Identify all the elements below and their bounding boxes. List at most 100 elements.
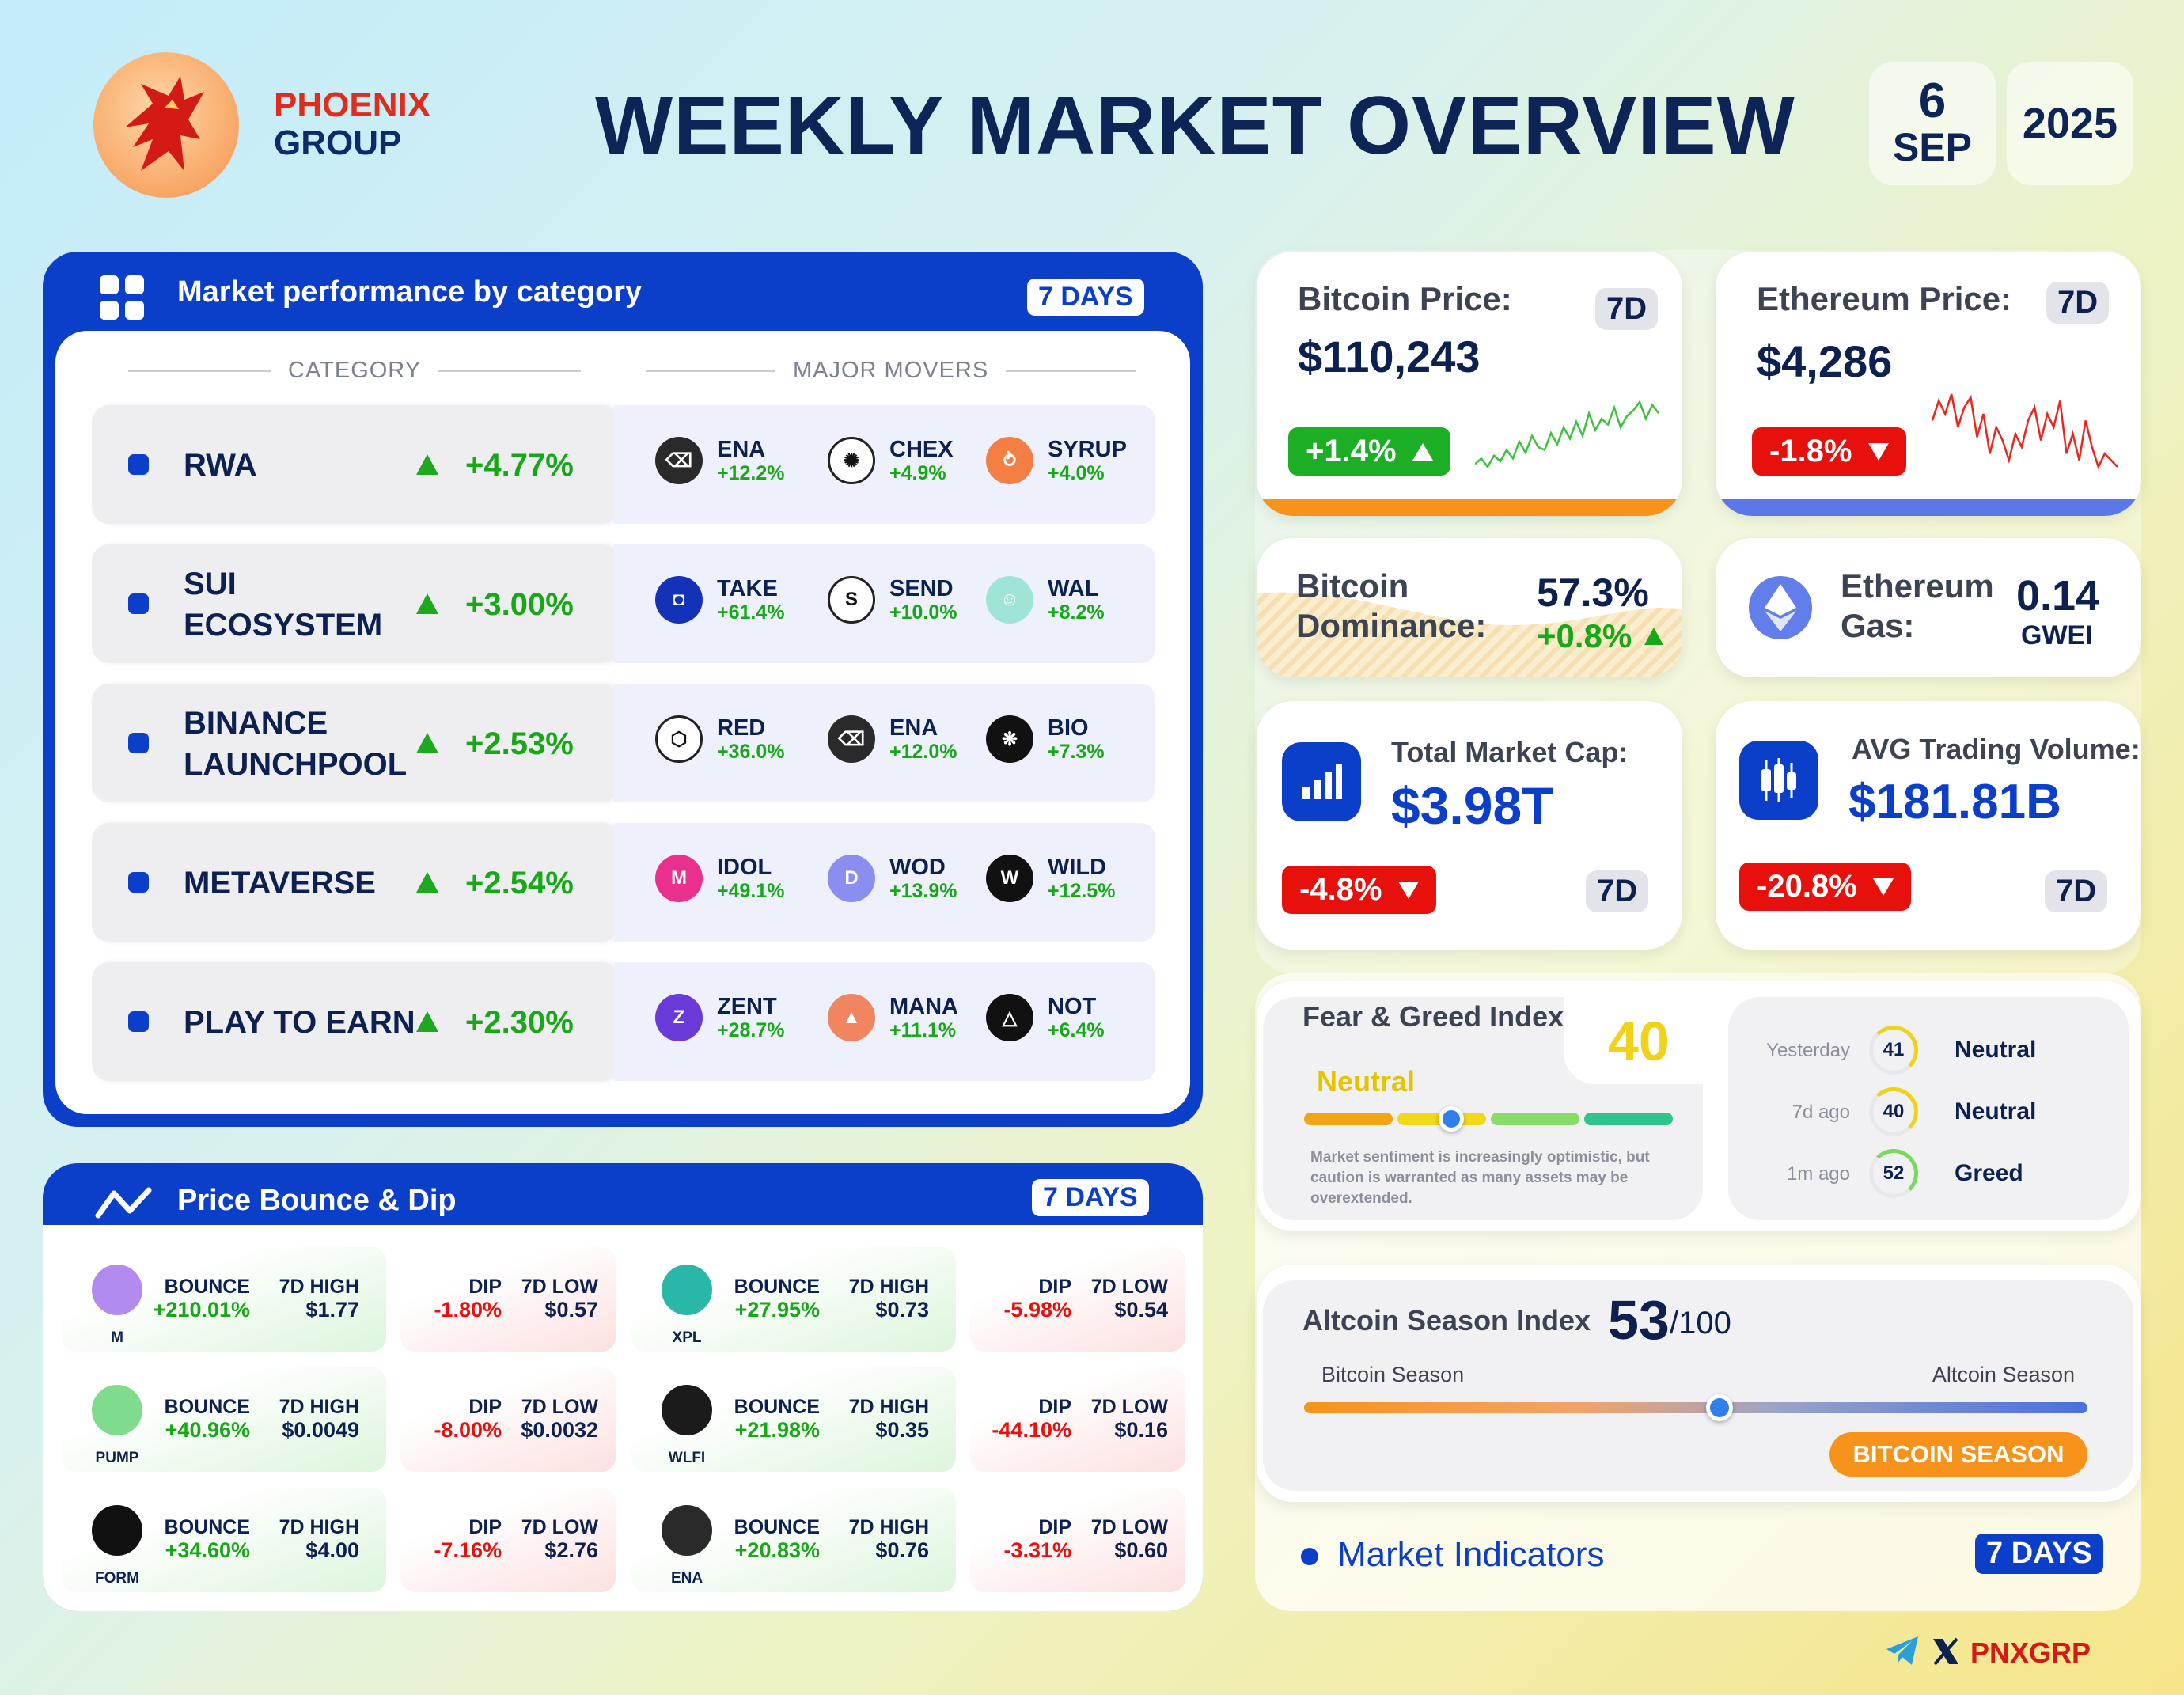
mover-item[interactable]: ✺ CHEX +4.9%	[828, 437, 954, 484]
mover-item[interactable]: ⥁ SYRUP +4.0%	[986, 437, 1127, 484]
mover-item[interactable]: △ NOT +6.4%	[986, 994, 1105, 1041]
up-arrow-icon	[416, 593, 438, 614]
dip-card[interactable]: DIP -1.80% 7D LOW $0.57	[400, 1247, 616, 1352]
bounce-label: BOUNCE	[734, 1276, 820, 1298]
token-symbol: PUMP	[95, 1450, 139, 1466]
category-row[interactable]: BINANCE LAUNCHPOOL +2.53% ⬡ RED +36.0% ⌫…	[92, 684, 1155, 802]
category-row[interactable]: RWA +4.77% ⌫ ENA +12.2% ✺ CHEX +4.9% ⥁ S…	[92, 405, 1155, 524]
mover-symbol: ZENT	[717, 994, 777, 1019]
mover-change: +4.9%	[889, 462, 946, 484]
candlestick-icon	[1739, 741, 1818, 820]
telegram-icon[interactable]	[1885, 1635, 1920, 1667]
category-panel-title: Market performance by category	[177, 275, 643, 309]
gas-label-2: Gas:	[1841, 607, 1915, 644]
category-row[interactable]: PLAY TO EARN +2.30% Z ZENT +28.7% ▲ MANA…	[92, 962, 1155, 1081]
mover-item[interactable]: ⬡ RED +36.0%	[655, 715, 785, 763]
mover-item[interactable]: Z ZENT +28.7%	[655, 994, 785, 1041]
category-bullet	[128, 1011, 149, 1032]
mover-item[interactable]: ⌫ ENA +12.2%	[655, 437, 785, 484]
category-box	[92, 962, 619, 1081]
token-icon	[662, 1505, 712, 1556]
mover-item[interactable]: ▲ MANA +11.1%	[828, 994, 958, 1041]
dip-label: DIP	[1038, 1516, 1071, 1538]
social-handle[interactable]: PNXGRP	[1970, 1636, 2091, 1669]
low-label: 7D LOW	[1090, 1276, 1168, 1298]
category-column-header: CATEGORY	[128, 358, 582, 384]
history-period: 7d ago	[1792, 1102, 1850, 1123]
category-bullet	[128, 593, 149, 614]
movers-box	[614, 823, 1155, 942]
dip-card[interactable]: DIP -5.98% 7D LOW $0.54	[970, 1247, 1185, 1352]
dip-card[interactable]: DIP -3.31% 7D LOW $0.60	[970, 1488, 1185, 1592]
bounce-label: BOUNCE	[164, 1396, 250, 1418]
bounce-card[interactable]: M BOUNCE +210.01% 7D HIGH $1.77	[62, 1247, 386, 1352]
bounce-card[interactable]: FORM BOUNCE +34.60% 7D HIGH $4.00	[62, 1488, 386, 1592]
x-twitter-icon[interactable]	[1931, 1636, 1961, 1667]
category-bullet	[128, 454, 149, 475]
mover-item[interactable]: M IDOL +49.1%	[655, 855, 785, 902]
volume-label: AVG Trading Volume:	[1852, 733, 2140, 765]
dip-card[interactable]: DIP -7.16% 7D LOW $2.76	[400, 1488, 616, 1592]
altseason-value: 53	[1608, 1289, 1670, 1351]
bounce-card[interactable]: WLFI BOUNCE +21.98% 7D HIGH $0.35	[631, 1367, 956, 1472]
season-badge: BITCOIN SEASON	[1829, 1432, 2087, 1477]
date-day-month: 6 SEP	[1869, 62, 1996, 185]
category-name: BINANCE LAUNCHPOOL	[184, 706, 408, 782]
dip-card[interactable]: DIP -8.00% 7D LOW $0.0032	[400, 1367, 616, 1472]
mover-change: +61.4%	[717, 601, 785, 624]
low-value: $0.16	[1114, 1418, 1168, 1442]
mover-change: +13.9%	[889, 880, 957, 902]
bounce-card[interactable]: PUMP BOUNCE +40.96% 7D HIGH $0.0049	[62, 1367, 386, 1472]
category-row[interactable]: SUI ECOSYSTEM +3.00% ◘ TAKE +61.4% S SEN…	[92, 544, 1155, 663]
altcoin-season-card: Altcoin Season Index 53 /100 Bitcoin Sea…	[1257, 1265, 2141, 1502]
token-icon: W	[986, 855, 1033, 902]
mover-symbol: IDOL	[717, 855, 772, 880]
up-arrow-icon	[416, 733, 438, 753]
ethereum-icon	[1749, 576, 1812, 639]
low-label: 7D LOW	[1090, 1516, 1168, 1538]
dip-value: -44.10%	[992, 1418, 1071, 1442]
trend-line-icon	[95, 1187, 152, 1219]
btc-dominance-card: Bitcoin Dominance: 57.3% +0.8%	[1257, 538, 1682, 677]
mover-symbol: WOD	[889, 855, 946, 880]
high-label: 7D HIGH	[279, 1396, 359, 1418]
mover-symbol: CHEX	[889, 437, 954, 462]
mover-item[interactable]: W WILD +12.5%	[986, 855, 1116, 902]
date-year-box: 2025	[2007, 62, 2133, 185]
extreme-greed-segment	[1584, 1113, 1673, 1125]
mover-item[interactable]: ⌫ ENA +12.0%	[828, 715, 957, 763]
history-label: Neutral	[1955, 1098, 2037, 1124]
altseason-title: Altcoin Season Index	[1302, 1304, 1591, 1337]
category-box	[92, 823, 619, 942]
down-arrow-icon	[1872, 878, 1894, 896]
bounce-card[interactable]: XPL BOUNCE +27.95% 7D HIGH $0.73	[631, 1247, 956, 1352]
eth-7d-tag: 7D	[2046, 282, 2110, 324]
bounce-value: +34.60%	[165, 1538, 250, 1562]
mover-symbol: WAL	[1048, 576, 1099, 601]
page-title: WEEKLY MARKET OVERVIEW	[595, 80, 1795, 172]
token-icon: ☺	[986, 576, 1033, 624]
mover-item[interactable]: ◘ TAKE +61.4%	[655, 576, 785, 624]
mover-change: +49.1%	[717, 880, 785, 902]
mover-change: +10.0%	[889, 601, 957, 624]
phoenix-logo	[93, 52, 239, 198]
gas-unit: GWEI	[2021, 620, 2093, 650]
dip-label: DIP	[1038, 1396, 1071, 1418]
low-value: $0.60	[1114, 1538, 1168, 1562]
trading-volume-card: AVG Trading Volume: $181.81B -20.8% 7D	[1716, 701, 2141, 950]
mover-item[interactable]: D WOD +13.9%	[828, 855, 957, 902]
high-label: 7D HIGH	[279, 1276, 359, 1298]
low-value: $0.0032	[521, 1418, 598, 1442]
col-movers: MAJOR MOVERS	[793, 358, 989, 383]
eth-gas-card: Ethereum Gas: 0.14 GWEI	[1716, 538, 2141, 677]
mover-item[interactable]: ☺ WAL +8.2%	[986, 576, 1105, 624]
volume-change: -20.8%	[1757, 869, 1857, 904]
dip-card[interactable]: DIP -44.10% 7D LOW $0.16	[970, 1367, 1185, 1472]
mover-item[interactable]: ❋ BIO +7.3%	[986, 715, 1105, 763]
mcap-change-pill: -4.8%	[1282, 866, 1436, 914]
bounce-card[interactable]: ENA BOUNCE +20.83% 7D HIGH $0.76	[631, 1488, 956, 1592]
mover-item[interactable]: S SEND +10.0%	[828, 576, 957, 624]
mover-change: +12.5%	[1048, 880, 1116, 902]
dip-label: DIP	[1038, 1276, 1071, 1298]
category-row[interactable]: METAVERSE +2.54% M IDOL +49.1% D WOD +13…	[92, 823, 1155, 942]
